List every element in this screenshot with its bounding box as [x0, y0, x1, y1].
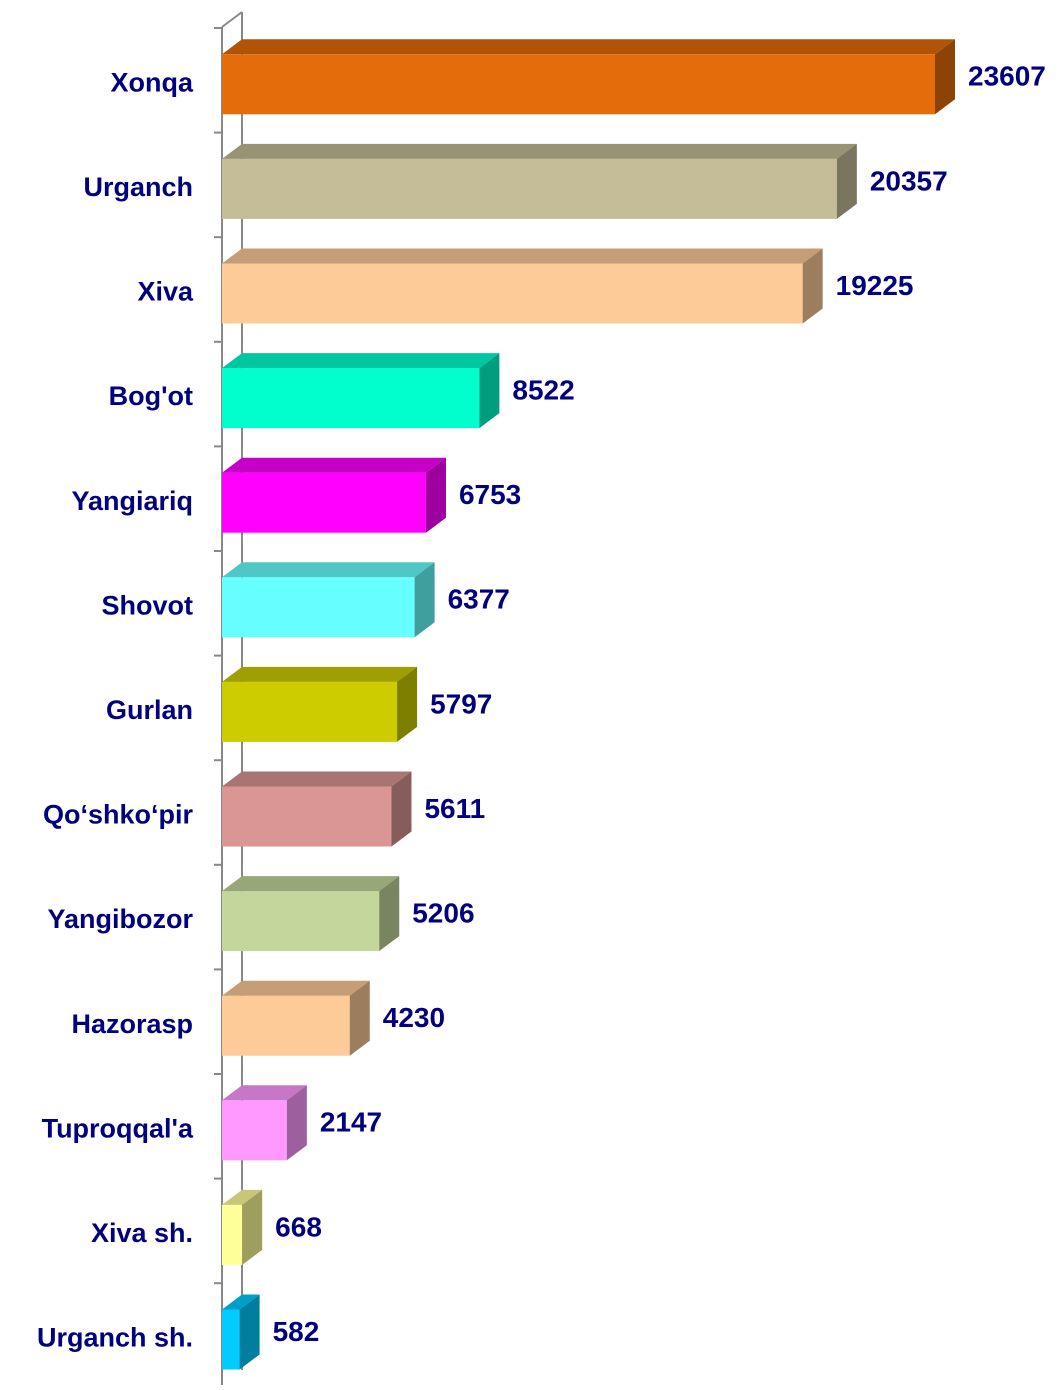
bar-side — [836, 143, 857, 219]
value-label: 668 — [275, 1211, 322, 1242]
value-label: 5611 — [424, 793, 485, 824]
bar-top — [222, 143, 857, 159]
category-label: Xiva — [137, 277, 194, 307]
bar-front — [222, 1204, 243, 1265]
category-label: Qo‘shko‘pir — [43, 800, 194, 830]
value-label: 6753 — [459, 479, 521, 510]
bar — [222, 771, 412, 847]
category-label: Urganch sh. — [37, 1323, 193, 1353]
bar-front — [222, 472, 426, 533]
bar-front — [222, 681, 398, 742]
category-label: Urganch — [83, 172, 193, 202]
category-label: Yangibozor — [47, 904, 193, 934]
bar-side — [425, 457, 446, 533]
bar-top — [222, 876, 400, 892]
bar-side — [391, 771, 412, 847]
value-label: 8522 — [512, 374, 574, 405]
category-label: Gurlan — [106, 695, 193, 725]
bar-side — [349, 980, 370, 1056]
bar-side — [239, 1294, 260, 1370]
category-label: Hazorasp — [71, 1009, 193, 1039]
value-label: 4230 — [383, 1002, 445, 1033]
bar-front — [222, 263, 803, 324]
axis-top-edge — [221, 11, 243, 28]
bar-side — [397, 666, 418, 742]
category-label: Bog'ot — [109, 381, 193, 411]
bar-top — [222, 980, 370, 996]
bar — [222, 457, 446, 533]
value-label: 20357 — [870, 165, 948, 196]
bar-front — [222, 786, 392, 847]
category-label: Yangiariq — [71, 486, 193, 516]
value-label: 5797 — [430, 688, 492, 719]
bar-front — [222, 1309, 240, 1370]
bar-side — [242, 1189, 263, 1265]
bar — [222, 39, 955, 115]
bar — [222, 1189, 263, 1265]
bar — [222, 143, 857, 219]
bar-side — [379, 876, 400, 952]
bar-top — [222, 353, 500, 369]
bar-front — [222, 577, 415, 638]
bar-top — [222, 248, 823, 264]
bar — [222, 562, 435, 638]
value-label: 19225 — [836, 270, 914, 301]
bar-top — [222, 1189, 263, 1205]
bar — [222, 248, 823, 324]
bar-top — [222, 39, 955, 55]
bar — [222, 353, 500, 429]
bar-top — [222, 457, 446, 473]
value-label: 23607 — [968, 61, 1046, 92]
category-label: Xiva sh. — [91, 1218, 193, 1248]
bar-side — [414, 562, 435, 638]
bar-front — [222, 1100, 287, 1161]
bar — [222, 1085, 307, 1161]
bar-top — [222, 562, 435, 578]
bar-side — [935, 39, 955, 115]
bar-side — [479, 353, 500, 429]
value-label: 6377 — [448, 584, 510, 615]
category-label: Xonqa — [110, 67, 193, 97]
bar-top — [222, 1294, 260, 1310]
value-label: 5206 — [412, 897, 474, 928]
bar-front — [222, 54, 935, 115]
bar-front — [222, 158, 837, 219]
bar-top — [222, 666, 418, 682]
bar-top — [222, 1085, 307, 1101]
bar — [222, 1294, 260, 1370]
category-label: Tuproqqal'a — [42, 1113, 194, 1143]
value-label: 582 — [273, 1316, 320, 1347]
bar — [222, 666, 418, 742]
bar-top — [222, 771, 412, 787]
bar-side — [802, 248, 823, 324]
bar-front — [222, 368, 480, 429]
bar — [222, 980, 370, 1056]
bar-side — [286, 1085, 307, 1161]
bar-front — [222, 891, 380, 952]
value-label: 2147 — [320, 1107, 382, 1138]
bar-front — [222, 995, 350, 1056]
category-label: Shovot — [102, 590, 194, 620]
bar — [222, 876, 400, 952]
